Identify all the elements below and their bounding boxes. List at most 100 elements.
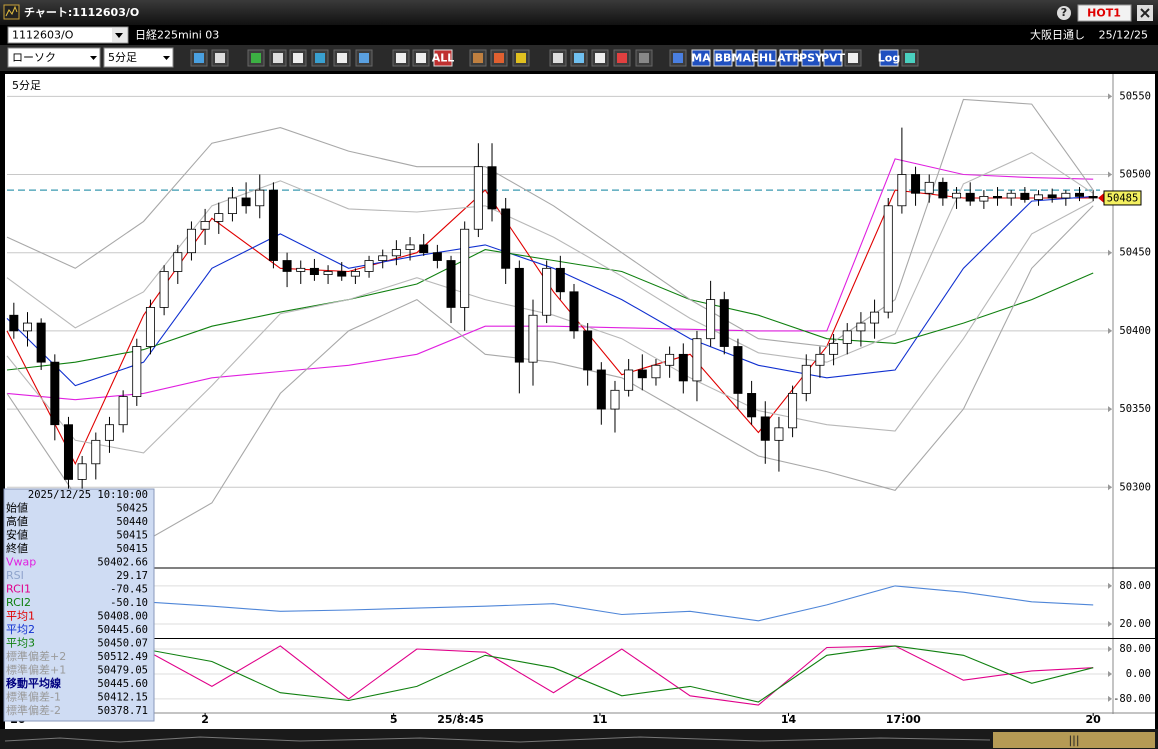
- toolbar-button[interactable]: [469, 49, 487, 67]
- toolbar-button[interactable]: [190, 49, 208, 67]
- info-value: 50450.07: [97, 638, 148, 650]
- candle-body: [391, 249, 401, 257]
- toolbar-button[interactable]: [269, 49, 287, 67]
- indicator-line: [6, 249, 1094, 371]
- button-label: BB: [715, 52, 732, 65]
- scroll-thumb[interactable]: [993, 732, 1155, 748]
- toolbar-button[interactable]: [355, 49, 373, 67]
- x-tick-label: 25/8:45: [437, 713, 484, 726]
- candle-body: [227, 197, 237, 215]
- candle-body: [1075, 192, 1085, 197]
- toolbar-button[interactable]: [211, 49, 229, 67]
- candle-body: [528, 314, 538, 363]
- button-face: [757, 49, 777, 67]
- toolbar-button[interactable]: [412, 49, 430, 67]
- toolbar-button[interactable]: [549, 49, 567, 67]
- toolbar-button[interactable]: [669, 49, 687, 67]
- button-face: [691, 49, 711, 67]
- candle-body: [1047, 194, 1057, 199]
- candle-body: [364, 260, 374, 272]
- candle-body: [350, 271, 360, 277]
- indicator-line: [6, 585, 1094, 622]
- toolbar-button[interactable]: [311, 49, 329, 67]
- button-glyph: [416, 53, 426, 63]
- dropdown-arrow: [90, 56, 97, 60]
- button-label: ALL: [432, 52, 455, 65]
- toolbar-button[interactable]: [512, 49, 530, 67]
- candle-body: [50, 361, 60, 426]
- toolbar-button[interactable]: [490, 49, 508, 67]
- toolbar-button[interactable]: [635, 49, 653, 67]
- help-button[interactable]: [1057, 6, 1071, 20]
- toolbar-button[interactable]: ATR: [777, 49, 801, 67]
- toolbar-button[interactable]: [570, 49, 588, 67]
- candle-body: [63, 424, 73, 480]
- info-label: RSI: [6, 569, 24, 582]
- y-tick-marker: [1108, 249, 1112, 256]
- toolbar-button[interactable]: MAE: [732, 49, 759, 67]
- info-label: 平均2: [6, 623, 35, 636]
- help-glyph: ?: [1061, 6, 1067, 19]
- candle-body: [610, 389, 620, 410]
- toolbar-button[interactable]: [613, 49, 631, 67]
- toolbar-button[interactable]: [289, 49, 307, 67]
- info-label: 平均1: [6, 610, 35, 623]
- candle-body: [747, 393, 757, 418]
- scroll-track: [0, 729, 1158, 749]
- candle-body: [132, 346, 142, 397]
- candle-body: [842, 330, 852, 344]
- toolbar-button[interactable]: [392, 49, 410, 67]
- candle-body: [624, 369, 634, 391]
- candle-body: [665, 353, 675, 366]
- toolbar-button[interactable]: [901, 49, 919, 67]
- toolbar-button[interactable]: [247, 49, 265, 67]
- toolbar-button[interactable]: [844, 49, 862, 67]
- toolbar-button[interactable]: BB: [713, 49, 733, 67]
- toolbar-button[interactable]: ALL: [432, 49, 455, 67]
- symbol-code: 1112603/O: [12, 29, 74, 42]
- info-value: 50415: [116, 530, 148, 542]
- info-label: RCI1: [6, 583, 31, 596]
- symbol-input[interactable]: [7, 26, 129, 44]
- info-label: 標準偏差-2: [6, 703, 61, 717]
- toolbar-button[interactable]: Log: [878, 49, 900, 67]
- symbol-bar: [0, 25, 1158, 45]
- toolbar-button[interactable]: HL: [757, 49, 777, 67]
- candle-body: [323, 271, 333, 275]
- toolbar-button[interactable]: PVT: [821, 49, 846, 67]
- toolbar-button[interactable]: MA: [691, 49, 711, 67]
- candle-body: [501, 208, 511, 269]
- button-glyph: [251, 53, 261, 63]
- button-face: [779, 49, 799, 67]
- button-face: [823, 49, 843, 67]
- candle-body: [801, 364, 811, 394]
- window-title: チャート:1112603/O: [24, 6, 139, 19]
- candle-body: [118, 396, 128, 426]
- info-panel: [3, 488, 155, 722]
- price-tag: [1103, 190, 1142, 206]
- overview-line: [4, 736, 991, 743]
- candle-body: [952, 192, 962, 199]
- candle-body: [255, 189, 265, 207]
- candle-body: [1061, 192, 1071, 199]
- candle-body: [405, 244, 415, 250]
- info-value: 50408.00: [97, 611, 148, 623]
- candle-body: [829, 342, 839, 355]
- toolbar-button[interactable]: PSY: [799, 49, 824, 67]
- info-value: 50412.15: [97, 692, 148, 704]
- toolbar-button[interactable]: [591, 49, 609, 67]
- scroll-grip: |||: [1068, 734, 1079, 747]
- info-value: 50440: [116, 516, 148, 528]
- chart-type-select[interactable]: [7, 47, 101, 68]
- candle-body: [200, 221, 210, 230]
- candle-body: [979, 196, 989, 202]
- interval-select[interactable]: [103, 47, 174, 68]
- button-label: MA: [691, 52, 711, 65]
- price-arrow: [1098, 192, 1104, 203]
- hot-badge[interactable]: [1077, 4, 1132, 22]
- info-value: 29.17: [116, 570, 148, 582]
- button-glyph: [194, 53, 204, 63]
- indicator-line: [6, 158, 1094, 401]
- toolbar-button[interactable]: [333, 49, 351, 67]
